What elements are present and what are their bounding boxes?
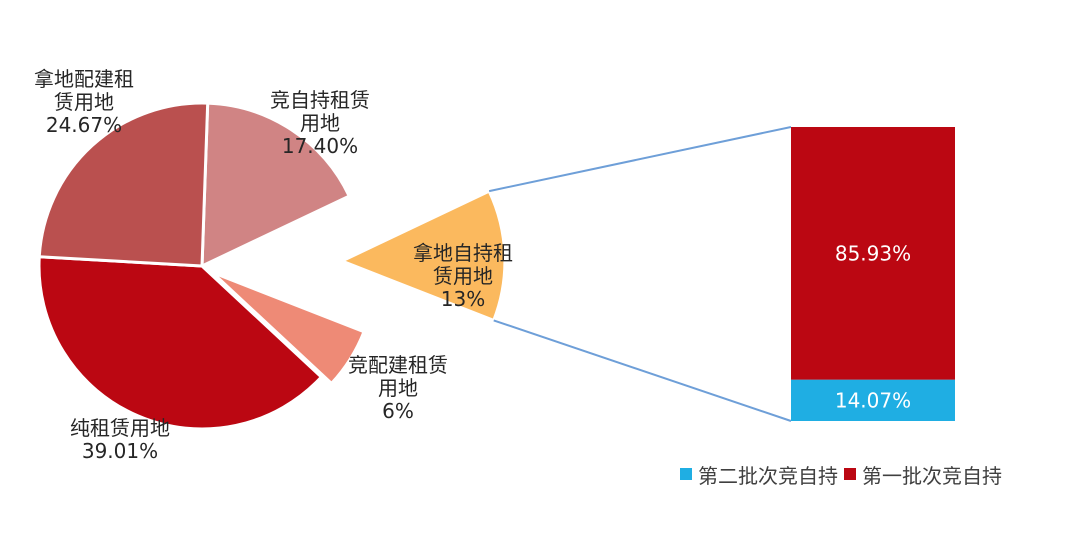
label-group: 竞自持租赁用地 17.40% 拿地自持租赁用地 13% 竞配建租赁用地 6% 纯租赁用地 39… <box>34 67 513 463</box>
legend: 第二批次竞自持 第一批次竞自持 <box>680 460 1002 489</box>
bar-segment-label: 14.07% <box>835 388 911 412</box>
pie-slice <box>200 101 352 269</box>
pie-slice-label: 拿地自持租赁用地 13% <box>413 241 513 311</box>
legend-label-second-batch: 第二批次竞自持 <box>698 463 838 488</box>
legend-item-first-batch: 第一批次竞自持 <box>844 460 1002 489</box>
connector-line-top <box>488 126 792 193</box>
bar-group: 14.07% 85.93% <box>791 127 955 421</box>
legend-label-first-batch: 第一批次竞自持 <box>862 463 1002 488</box>
pie-slice-label: 拿地配建租赁用地 24.67% <box>34 67 134 137</box>
pie-slice <box>37 255 324 431</box>
bar-segment <box>791 127 955 380</box>
pie-slice-label: 纯租赁用地 39.01% <box>70 416 170 463</box>
bar-segment <box>791 379 955 421</box>
legend-item-second-batch: 第二批次竞自持 <box>680 460 838 489</box>
pie-slice-label: 竞配建租赁用地 6% <box>348 353 448 423</box>
pie-slice <box>37 101 210 268</box>
legend-swatch-first-batch <box>844 468 856 480</box>
pie-slice <box>211 270 366 386</box>
pie-slice <box>338 189 507 323</box>
pie-slice-label: 竞自持租赁用地 17.40% <box>270 88 370 158</box>
connector-group <box>488 126 792 422</box>
legend-swatch-second-batch <box>680 468 692 480</box>
connector-line-bottom <box>493 319 792 422</box>
bar-segment-label: 85.93% <box>835 241 911 265</box>
pie-group <box>37 101 507 431</box>
